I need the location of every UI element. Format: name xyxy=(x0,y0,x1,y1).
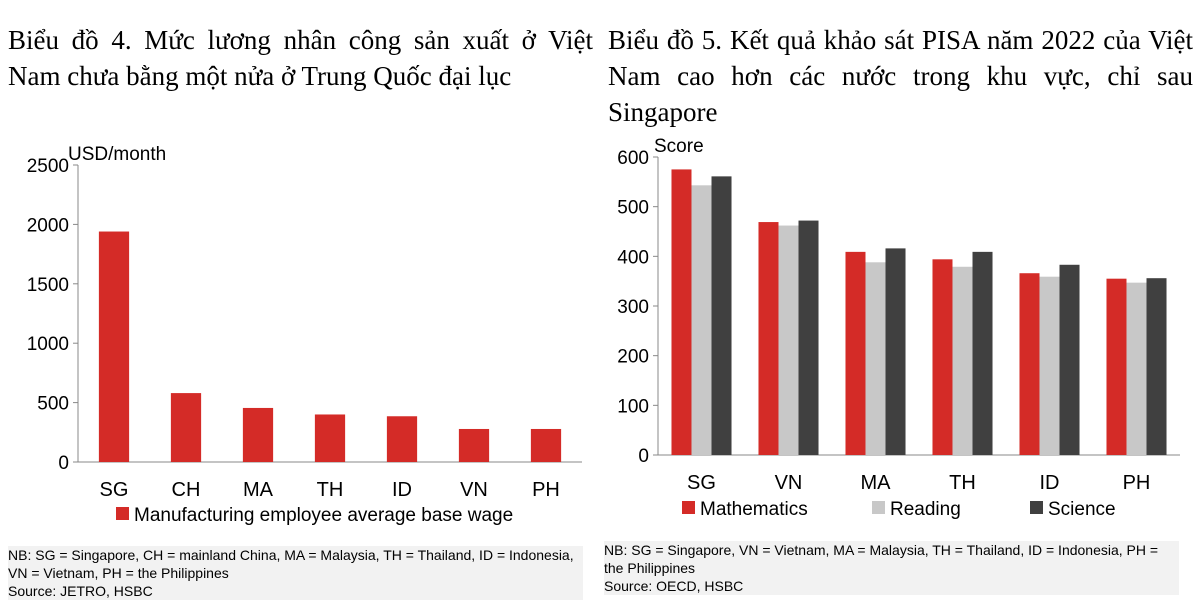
bar xyxy=(1059,264,1080,455)
x-tick-label: SG xyxy=(687,472,716,494)
y-tick-label: 500 xyxy=(37,394,69,415)
chart-notes: NB: SG = Singapore, VN = Vietnam, MA = M… xyxy=(604,541,1179,595)
bar xyxy=(932,259,953,455)
y-tick-label: 2000 xyxy=(27,215,69,236)
x-tick-label: ID xyxy=(392,479,412,501)
bar xyxy=(1146,278,1167,455)
x-tick-label: PH xyxy=(532,479,560,501)
bar xyxy=(885,248,906,455)
y-tick-label: 300 xyxy=(617,297,649,318)
y-tick-label: 400 xyxy=(617,247,649,268)
y-tick-label: 0 xyxy=(58,453,69,474)
legend-swatch xyxy=(1030,501,1043,514)
y-tick-label: 2500 xyxy=(27,156,69,177)
chart-source: Source: OECD, HSBC xyxy=(604,578,744,594)
x-tick-label: MA xyxy=(243,479,274,501)
bar xyxy=(1106,278,1127,455)
x-tick-label: VN xyxy=(775,472,803,494)
bar xyxy=(798,220,819,455)
legend-label: Manufacturing employee average base wage xyxy=(134,505,513,526)
x-tick-label: TH xyxy=(949,472,976,494)
y-tick-label: 200 xyxy=(617,347,649,368)
bar xyxy=(98,231,130,462)
x-tick-label: SG xyxy=(100,479,129,501)
pisa-chart-panel: Biểu đồ 5. Kết quả khảo sát PISA năm 202… xyxy=(600,0,1200,616)
x-tick-label: ID xyxy=(1040,472,1060,494)
y-tick-label: 1000 xyxy=(27,334,69,355)
bar xyxy=(778,225,799,455)
y-tick-label: 1500 xyxy=(27,275,69,296)
bar xyxy=(1019,273,1040,455)
x-tick-label: MA xyxy=(861,472,892,494)
bar xyxy=(242,407,274,462)
bar xyxy=(845,251,866,455)
bar xyxy=(758,222,779,455)
bar xyxy=(1126,282,1147,455)
y-axis-label: Score xyxy=(654,136,704,157)
chart-title: Biểu đồ 4. Mức lương nhân công sản xuất … xyxy=(8,25,593,91)
y-axis-label: USD/month xyxy=(68,144,166,165)
chart-notes: NB: SG = Singapore, CH = mainland China,… xyxy=(8,546,583,600)
y-tick-label: 100 xyxy=(617,396,649,417)
chart-source: Source: JETRO, HSBC xyxy=(8,583,153,599)
bar xyxy=(386,416,418,462)
bar xyxy=(711,176,732,455)
chart-title: Biểu đồ 5. Kết quả khảo sát PISA năm 202… xyxy=(608,25,1193,127)
x-tick-label: PH xyxy=(1123,472,1151,494)
legend-label: Science xyxy=(1048,499,1116,520)
legend-swatch xyxy=(116,507,129,520)
legend-swatch xyxy=(682,501,695,514)
bar xyxy=(314,414,346,462)
x-tick-label: CH xyxy=(172,479,201,501)
y-tick-label: 600 xyxy=(617,148,649,169)
bar xyxy=(671,169,692,455)
x-tick-label: VN xyxy=(460,479,488,501)
bar xyxy=(952,266,973,455)
y-tick-label: 500 xyxy=(617,198,649,219)
x-tick-label: TH xyxy=(317,479,344,501)
legend-label: Reading xyxy=(890,499,961,520)
bar xyxy=(1039,276,1060,455)
wage-chart-panel: Biểu đồ 4. Mức lương nhân công sản xuất … xyxy=(0,0,595,616)
bar xyxy=(170,393,202,462)
chart-note: NB: SG = Singapore, CH = mainland China,… xyxy=(8,547,574,581)
bar xyxy=(972,251,993,455)
bar xyxy=(530,428,562,462)
bar xyxy=(691,185,712,455)
chart-note: NB: SG = Singapore, VN = Vietnam, MA = M… xyxy=(604,542,1159,576)
bar xyxy=(458,428,490,462)
y-tick-label: 0 xyxy=(638,446,649,467)
legend-label: Mathematics xyxy=(700,499,808,520)
legend-swatch xyxy=(872,501,885,514)
bar xyxy=(865,262,886,455)
